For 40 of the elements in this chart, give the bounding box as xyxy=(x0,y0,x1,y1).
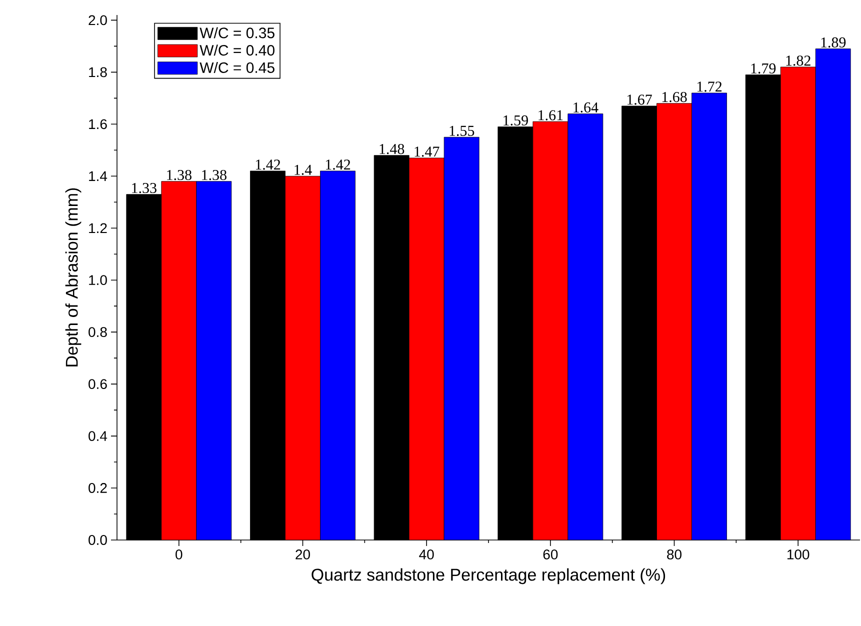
x-tick-label: 0 xyxy=(176,550,182,560)
data-label: 1.82 xyxy=(786,56,810,66)
data-label: 1.42 xyxy=(326,160,350,170)
y-tick-label: 1.0 xyxy=(89,275,107,286)
y-axis-title: Depth of Abrasion (mm) xyxy=(65,188,82,366)
data-label: 1.64 xyxy=(574,102,598,113)
y-tick-label: 0.6 xyxy=(88,379,107,390)
y-tick-label: 0.8 xyxy=(88,327,107,338)
data-label: 1.47 xyxy=(414,146,440,157)
data-label: 1.89 xyxy=(821,37,846,48)
x-tick-label: 20 xyxy=(296,550,310,560)
data-label: 1.4 xyxy=(294,164,312,175)
legend-label: W/C = 0.35 xyxy=(200,27,274,38)
data-label: 1.38 xyxy=(167,170,192,180)
data-label: 1.72 xyxy=(697,82,722,92)
data-label: 1.33 xyxy=(132,182,156,194)
y-tick-label: 0.0 xyxy=(88,535,107,545)
y-tick-label: 1.4 xyxy=(89,171,108,181)
x-tick-label: 60 xyxy=(543,550,558,560)
data-label: 1.59 xyxy=(504,115,528,126)
x-axis-title: Quartz sandstone Percentage replacement (%) xyxy=(312,568,666,584)
data-label: 1.55 xyxy=(450,126,474,136)
y-tick-label: 0.4 xyxy=(88,431,108,441)
x-tick-label: 100 xyxy=(787,550,810,560)
legend-label: W/C = 0.45 xyxy=(200,62,274,73)
legend-label: W/C = 0.40 xyxy=(200,44,274,56)
y-tick-label: 0.2 xyxy=(88,483,107,493)
y-tick-label: 2.0 xyxy=(88,15,107,26)
x-tick-label: 40 xyxy=(419,550,434,560)
data-label: 1.68 xyxy=(662,92,687,102)
y-tick-label: 1.6 xyxy=(89,119,107,130)
data-label: 1.79 xyxy=(751,63,776,74)
x-tick-label: 80 xyxy=(667,550,682,560)
data-label: 1.48 xyxy=(380,144,404,154)
data-label: 1.38 xyxy=(202,170,226,180)
data-label: 1.61 xyxy=(538,110,563,120)
data-label: 1.67 xyxy=(627,94,652,105)
data-label: 1.42 xyxy=(256,160,280,170)
y-tick-label: 1.2 xyxy=(89,223,107,233)
y-tick-label: 1.8 xyxy=(89,67,107,78)
